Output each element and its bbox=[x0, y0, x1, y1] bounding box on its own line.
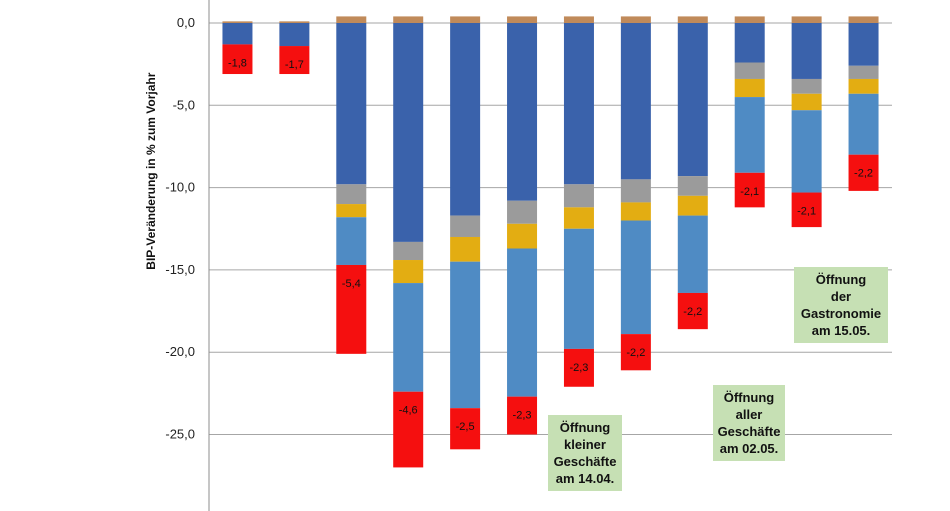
y-axis-label: BIP-Veränderung in % zum Vorjahr bbox=[144, 72, 158, 269]
bar-segment-grey bbox=[563, 184, 594, 208]
data-label: -2,1 bbox=[740, 186, 759, 198]
bar-segment-red bbox=[620, 334, 651, 371]
data-label: -2,2 bbox=[683, 306, 702, 318]
bar-segment-red bbox=[848, 154, 879, 191]
bar-segment-dark_blue bbox=[450, 23, 481, 216]
bar-segment-cap bbox=[393, 16, 424, 23]
data-label: -4,6 bbox=[399, 405, 418, 417]
y-tick-label: -5,0 bbox=[173, 97, 195, 112]
bar-segment-yellow bbox=[450, 236, 481, 262]
bar-segment-light_blue bbox=[848, 93, 879, 155]
bar-segment-cap bbox=[507, 16, 538, 23]
bar-segment-red bbox=[279, 46, 310, 75]
gridlines bbox=[209, 22, 892, 435]
bar-segment-cap bbox=[734, 16, 765, 23]
data-label: -2,3 bbox=[569, 362, 588, 374]
bar-segment-yellow bbox=[393, 260, 424, 284]
bar-segment-red bbox=[336, 264, 367, 354]
bar-segment-cap bbox=[848, 16, 879, 23]
bar-segment-dark_blue bbox=[620, 23, 651, 180]
bar-segment-grey bbox=[507, 200, 538, 224]
bar-segment-cap bbox=[222, 21, 253, 23]
bar-segment-grey bbox=[848, 65, 879, 79]
bar-segment-dark_blue bbox=[677, 23, 708, 177]
y-axis: 0,0 -5,0 -10,0 -15,0 -20,0 -25,0 bbox=[165, 0, 210, 511]
bar-segment-grey bbox=[791, 78, 822, 94]
bar-segment-light_blue bbox=[393, 283, 424, 392]
bar-segment-cap bbox=[791, 16, 822, 23]
bar-segment-grey bbox=[336, 184, 367, 205]
bar-segment-cap bbox=[563, 16, 594, 23]
bar-segment-grey bbox=[677, 176, 708, 196]
y-tick-label: -15,0 bbox=[165, 262, 195, 277]
bar-segment-dark_blue bbox=[791, 23, 822, 79]
bar-segment-grey bbox=[450, 215, 481, 237]
data-labels: -1,8 -1,7 -5,4 -4,6 -2,5 -2,3 -2,3 -2,2 -2,2 -2,1… bbox=[228, 57, 873, 433]
bar-segment-red bbox=[222, 44, 253, 75]
bar-segment-yellow bbox=[336, 204, 367, 218]
bar-segment-red bbox=[450, 408, 481, 450]
data-label: -2,3 bbox=[513, 410, 532, 422]
bar-segment-yellow bbox=[677, 195, 708, 216]
bar-segment-light_blue bbox=[450, 261, 481, 409]
bar-segment-red bbox=[563, 348, 594, 387]
bar-segment-yellow bbox=[791, 93, 822, 111]
data-label: -2,2 bbox=[854, 168, 873, 180]
bar-segment-light_blue bbox=[563, 228, 594, 349]
bar-segment-grey bbox=[393, 241, 424, 261]
data-label: -1,8 bbox=[228, 57, 247, 69]
bar-segment-yellow bbox=[563, 207, 594, 229]
annotation-box: Öffnung der Gastronomie am 15.05. bbox=[794, 267, 888, 343]
bar-segment-cap bbox=[336, 16, 367, 23]
bar-segment-cap bbox=[677, 16, 708, 23]
bar-segment-dark_blue bbox=[222, 23, 253, 45]
bar-segment-cap bbox=[279, 21, 310, 23]
data-label: -1,7 bbox=[285, 59, 304, 71]
bar-segment-dark_blue bbox=[848, 23, 879, 66]
bar-segment-light_blue bbox=[507, 248, 538, 397]
annotation-box: Öffnung aller Geschäfte am 02.05. bbox=[713, 385, 785, 461]
bar-segment-dark_blue bbox=[507, 23, 538, 201]
stacked-bars bbox=[222, 16, 879, 468]
bar-segment-dark_blue bbox=[279, 23, 310, 47]
bar-segment-light_blue bbox=[620, 220, 651, 335]
data-label: -2,2 bbox=[626, 347, 645, 359]
data-label: -5,4 bbox=[342, 278, 361, 290]
bar-segment-cap bbox=[450, 16, 481, 23]
bar-segment-red bbox=[791, 192, 822, 228]
annotation-box: Öffnung kleiner Geschäfte am 14.04. bbox=[548, 415, 622, 491]
bar-segment-yellow bbox=[848, 78, 879, 94]
y-tick-label: -25,0 bbox=[165, 427, 195, 442]
bar-segment-dark_blue bbox=[393, 23, 424, 242]
bar-segment-red bbox=[393, 391, 424, 468]
bar-segment-light_blue bbox=[734, 97, 765, 173]
bar-segment-dark_blue bbox=[563, 23, 594, 185]
bar-segment-grey bbox=[734, 62, 765, 79]
bar-segment-red bbox=[734, 172, 765, 208]
y-tick-label: -20,0 bbox=[165, 344, 195, 359]
bar-segment-red bbox=[507, 396, 538, 435]
bar-segment-yellow bbox=[620, 202, 651, 221]
bar-segment-dark_blue bbox=[734, 23, 765, 63]
data-label: -2,5 bbox=[456, 421, 475, 433]
bar-segment-yellow bbox=[734, 78, 765, 98]
bar-segment-light_blue bbox=[677, 215, 708, 293]
bar-segment-red bbox=[677, 292, 708, 330]
bar-segment-grey bbox=[620, 179, 651, 203]
y-tick-label: 0,0 bbox=[177, 15, 195, 30]
bar-segment-dark_blue bbox=[336, 23, 367, 185]
y-tick-label: -10,0 bbox=[165, 180, 195, 195]
bar-segment-cap bbox=[620, 16, 651, 23]
bar-segment-light_blue bbox=[336, 217, 367, 265]
data-label: -2,1 bbox=[797, 206, 816, 218]
bar-segment-yellow bbox=[507, 223, 538, 249]
bar-segment-light_blue bbox=[791, 110, 822, 193]
